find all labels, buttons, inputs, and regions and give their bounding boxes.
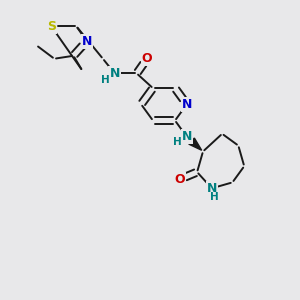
Text: N: N xyxy=(207,182,217,195)
Text: H: H xyxy=(101,75,110,85)
Text: O: O xyxy=(142,52,152,65)
Text: O: O xyxy=(174,173,185,186)
Polygon shape xyxy=(189,138,202,150)
Text: N: N xyxy=(182,130,192,143)
Text: N: N xyxy=(110,67,120,80)
Text: S: S xyxy=(47,20,56,33)
Text: N: N xyxy=(82,34,92,48)
Text: H: H xyxy=(210,191,219,202)
Text: N: N xyxy=(182,98,192,111)
Text: H: H xyxy=(173,137,182,147)
